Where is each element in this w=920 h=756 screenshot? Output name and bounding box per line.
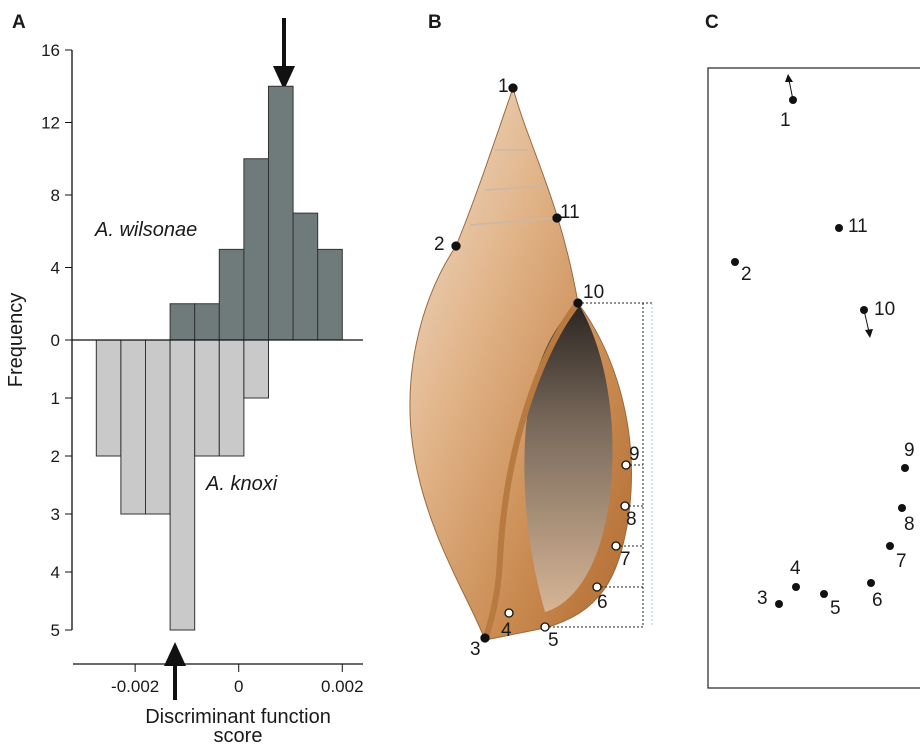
bar bbox=[194, 339, 220, 457]
y-tick-label: 4 bbox=[51, 563, 60, 582]
bar bbox=[243, 339, 269, 399]
landmark-label: 6 bbox=[597, 592, 608, 613]
landmark-label: 2 bbox=[434, 234, 445, 255]
landmark-label: 7 bbox=[620, 549, 631, 570]
landmark bbox=[573, 298, 583, 308]
landmark-label: 11 bbox=[560, 202, 580, 223]
bar bbox=[243, 158, 269, 341]
landmark bbox=[592, 582, 602, 592]
shell-photo bbox=[409, 86, 632, 641]
measure-lines bbox=[545, 302, 653, 628]
landmark-label: 10 bbox=[874, 299, 895, 320]
y-tick-label: 5 bbox=[51, 621, 60, 640]
landmark bbox=[789, 96, 797, 104]
y-tick-label: 0 bbox=[51, 331, 60, 350]
landmark-label: 4 bbox=[501, 620, 512, 641]
x-tick-label: 0 bbox=[234, 677, 243, 696]
landmark bbox=[860, 306, 868, 314]
bar bbox=[95, 339, 122, 457]
bar bbox=[218, 339, 245, 457]
arrow bbox=[164, 18, 295, 700]
landmark-label: 2 bbox=[741, 264, 752, 285]
y-axis-label: Frequency bbox=[5, 293, 27, 388]
y-tick-label: 8 bbox=[51, 186, 60, 205]
landmark bbox=[835, 224, 843, 232]
panel-label: C bbox=[705, 12, 719, 33]
y-tick-label: 2 bbox=[51, 447, 60, 466]
landmark-label: 9 bbox=[904, 440, 915, 461]
bar bbox=[169, 303, 196, 341]
bar bbox=[120, 339, 147, 515]
landmark-label: 6 bbox=[872, 590, 883, 611]
landmark bbox=[451, 241, 461, 251]
landmark bbox=[611, 541, 621, 551]
y-tick-label: 16 bbox=[41, 41, 60, 60]
panel-label: B bbox=[428, 12, 442, 33]
frame bbox=[707, 67, 920, 689]
landmark-label: 1 bbox=[498, 76, 509, 97]
legend-label: A. knoxi bbox=[205, 473, 278, 495]
bar bbox=[194, 303, 220, 341]
y-tick-label: 3 bbox=[51, 505, 60, 524]
landmark bbox=[901, 464, 909, 472]
landmark bbox=[792, 583, 800, 591]
x-axis-label: Discriminant function score bbox=[145, 706, 331, 747]
landmark bbox=[552, 213, 562, 223]
landmark bbox=[504, 608, 514, 618]
x-tick-label: 0.002 bbox=[321, 677, 364, 696]
bar bbox=[169, 339, 196, 631]
landmark-label: 4 bbox=[790, 558, 801, 579]
bar bbox=[267, 85, 294, 341]
landmark bbox=[867, 579, 875, 587]
y-tick-label: 1 bbox=[51, 389, 60, 408]
y-tick-label: 4 bbox=[51, 259, 60, 278]
bar bbox=[317, 248, 343, 341]
landmark-label: 3 bbox=[470, 639, 481, 660]
landmark-label: 1 bbox=[780, 110, 791, 131]
landmark bbox=[540, 622, 550, 632]
landmark bbox=[621, 460, 631, 470]
x-tick-label: -0.002 bbox=[111, 677, 159, 696]
legend-label: A. wilsonae bbox=[94, 219, 197, 241]
y-tick-label: 12 bbox=[41, 114, 60, 133]
landmark-label: 11 bbox=[848, 216, 868, 237]
landmark bbox=[480, 633, 490, 643]
landmark bbox=[620, 501, 630, 511]
landmark bbox=[508, 83, 518, 93]
landmark-label: 8 bbox=[626, 509, 637, 530]
panel-label: A bbox=[12, 12, 26, 33]
landmark-label: 10 bbox=[583, 282, 604, 303]
bar bbox=[292, 212, 319, 341]
bar bbox=[218, 248, 245, 341]
landmark bbox=[820, 590, 828, 598]
landmark bbox=[731, 258, 739, 266]
landmark bbox=[886, 542, 894, 550]
landmark-label: 5 bbox=[548, 630, 559, 651]
landmark-label: 7 bbox=[896, 551, 907, 572]
bar bbox=[145, 339, 171, 515]
arrow bbox=[785, 74, 873, 338]
landmark-label: 5 bbox=[830, 598, 841, 619]
landmark-label: 9 bbox=[629, 444, 640, 465]
landmark bbox=[775, 600, 783, 608]
landmark-label: 3 bbox=[757, 588, 768, 609]
landmark bbox=[898, 504, 906, 512]
landmark-label: 8 bbox=[904, 514, 915, 535]
